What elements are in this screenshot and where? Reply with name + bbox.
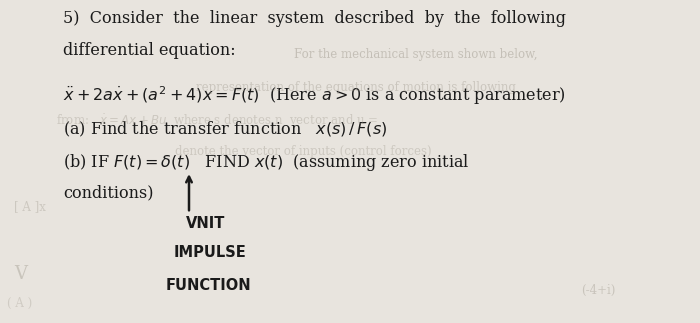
Text: $\ddot{x}+2a\dot{x}+(a^2+4)x = F(t)$  (Here $a > 0$ is a constant parameter): $\ddot{x}+2a\dot{x}+(a^2+4)x = F(t)$ (He… (63, 84, 566, 107)
Text: (b) IF $F(t) = \delta(t)$   FIND $x(t)$  (assuming zero initial: (b) IF $F(t) = \delta(t)$ FIND $x(t)$ (a… (63, 152, 470, 173)
Text: [ A ]x: [ A ]x (14, 200, 46, 213)
Text: (-4+i): (-4+i) (581, 284, 615, 297)
Text: differential equation:: differential equation: (63, 42, 236, 59)
Text: 5)  Consider  the  linear  system  described  by  the  following: 5) Consider the linear system described … (63, 10, 566, 27)
Text: ( A ): ( A ) (7, 297, 32, 310)
Text: representation of the equations of motion is following: representation of the equations of motio… (196, 81, 516, 94)
Text: conditions): conditions) (63, 184, 153, 201)
Text: V: V (14, 265, 27, 283)
Text: (a) Find the transfer function   $x(s)\,/\,F(s)$: (a) Find the transfer function $x(s)\,/\… (63, 120, 387, 139)
Text: VNIT: VNIT (186, 216, 225, 231)
Text: For the mechanical system shown below,: For the mechanical system shown below, (294, 48, 538, 61)
Text: IMPULSE: IMPULSE (174, 245, 246, 260)
Text: denote the vector of inputs (control forces): denote the vector of inputs (control for… (175, 145, 432, 158)
Text: FUNCTION: FUNCTION (166, 278, 251, 293)
Text: from:   $\dot{x} = Ax + Bu$  where s denotes n  vector and u =: from: $\dot{x} = Ax + Bu$ where s denote… (56, 113, 379, 128)
